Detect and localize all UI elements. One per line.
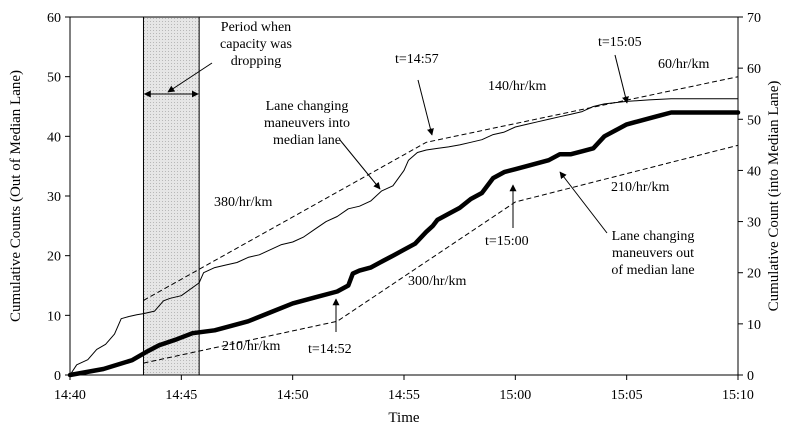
left-y-tick-label: 40 <box>47 130 61 145</box>
x-tick-label: 15:05 <box>611 388 643 403</box>
annotation-line: t=14:57 <box>395 52 439 67</box>
annotation-rate-140: 140/hr/km <box>488 79 546 94</box>
left-y-tick-label: 50 <box>47 71 61 86</box>
shaded-period-layer <box>142 17 200 375</box>
x-tick-label: 14:40 <box>54 388 86 403</box>
annotation-line: capacity was <box>220 37 292 52</box>
annotation-rate-300: 300/hr/km <box>408 274 466 289</box>
annotation-rate-380: 380/hr/km <box>214 195 272 210</box>
annotation-changes-out-of-median: Lane changing maneuvers out of median lane <box>611 229 694 278</box>
left-y-tick-label: 0 <box>54 369 61 384</box>
right-y-tick-label: 30 <box>747 216 761 231</box>
x-tick-label: 14:45 <box>165 388 197 403</box>
lower-rate-envelope-line <box>143 144 739 364</box>
right-y-tick-label: 0 <box>747 369 754 384</box>
lane-changes-into-median-line <box>69 98 738 376</box>
right-y-tick-label: 70 <box>747 11 761 26</box>
annotation-line: t=14:52 <box>308 342 352 357</box>
t1505-pointer-arrow <box>614 54 629 104</box>
annotation-line: Lane changing <box>612 229 695 244</box>
x-tick-label: 14:50 <box>277 388 309 403</box>
x-tick-label: 15:00 <box>499 388 531 403</box>
out-of-median-pointer-arrow <box>559 171 608 234</box>
x-tick-label: 14:55 <box>388 388 420 403</box>
x-tick-label: 15:10 <box>722 388 754 403</box>
annotation-line: maneuvers out <box>612 246 694 261</box>
annotation-layer: Period when capacity was dropping Lane chan… <box>143 20 709 357</box>
left-y-tick-label: 60 <box>47 11 61 26</box>
annotation-line: 140/hr/km <box>488 79 546 94</box>
right-y-tick-label: 10 <box>747 318 761 333</box>
left-y-tick-label: 20 <box>47 250 61 265</box>
annotation-line: t=15:05 <box>598 35 642 50</box>
axes-layer: 14:40 14:45 14:50 14:55 15:00 15:05 15:10 0 10 20… <box>47 11 761 403</box>
annotation-time-1500: t=15:00 <box>485 234 529 249</box>
into-median-pointer-arrow <box>339 139 381 190</box>
series-layer <box>67 76 741 378</box>
annotation-capacity-period: Period when capacity was dropping <box>220 20 292 69</box>
t1457-pointer-arrow <box>417 79 434 136</box>
annotation-line: 210/hr/km <box>222 339 280 354</box>
right-y-tick-label: 20 <box>747 267 761 282</box>
annotation-line: 380/hr/km <box>214 195 272 210</box>
annotation-time-1452: t=14:52 <box>308 342 352 357</box>
annotation-line: median lane <box>273 133 341 148</box>
right-y-tick-label: 60 <box>747 62 761 77</box>
annotation-line: 60/hr/km <box>658 57 709 72</box>
left-y-axis-title: Cumulative Counts (Out of Median Lane) <box>8 70 24 322</box>
right-y-tick-label: 50 <box>747 113 761 128</box>
annotation-rate-60: 60/hr/km <box>658 57 709 72</box>
shaded-period-rect <box>143 17 200 375</box>
annotation-line: dropping <box>231 54 282 69</box>
upper-rate-envelope-line <box>143 76 739 301</box>
annotation-time-1457: t=14:57 <box>395 52 439 67</box>
annotation-rate-210-right: 210/hr/km <box>611 180 669 195</box>
annotation-line: Lane changing <box>266 99 349 114</box>
right-y-tick-label: 40 <box>747 164 761 179</box>
left-y-tick-label: 10 <box>47 309 61 324</box>
right-y-axis-title: Cumulative Count (into Median Lane) <box>766 81 782 312</box>
annotation-changes-into-median: Lane changing maneuvers into median lane <box>264 99 350 148</box>
x-axis-title: Time <box>388 410 419 426</box>
annotation-line: of median lane <box>611 263 694 278</box>
lane-changes-out-of-median-line <box>67 110 741 378</box>
annotation-rate-210-left: 210/hr/km <box>222 339 280 354</box>
annotation-line: Period when <box>221 20 291 35</box>
annotation-line: maneuvers into <box>264 116 350 131</box>
annotation-line: t=15:00 <box>485 234 529 249</box>
annotation-time-1505: t=15:05 <box>598 35 642 50</box>
capacity-period-pointer-arrow <box>167 62 213 93</box>
annotation-line: 210/hr/km <box>611 180 669 195</box>
annotation-line: 300/hr/km <box>408 274 466 289</box>
left-y-tick-label: 30 <box>47 190 61 205</box>
